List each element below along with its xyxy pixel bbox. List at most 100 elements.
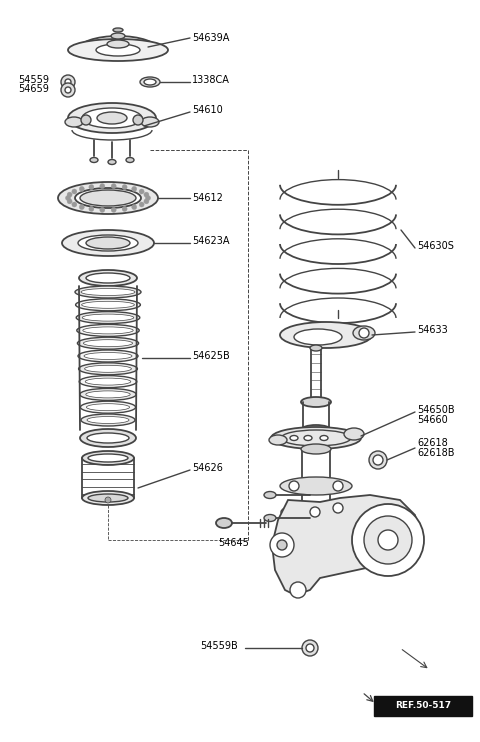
Ellipse shape [281,503,351,521]
Ellipse shape [84,352,132,360]
Ellipse shape [126,157,134,162]
Circle shape [144,192,149,197]
Circle shape [133,115,143,125]
Ellipse shape [81,289,135,295]
Text: 54659: 54659 [18,84,49,94]
Ellipse shape [82,301,134,308]
Circle shape [111,183,116,188]
Ellipse shape [269,435,287,445]
Circle shape [79,186,84,191]
Ellipse shape [271,427,361,449]
Text: 54625B: 54625B [192,351,230,361]
Circle shape [105,497,111,503]
Ellipse shape [75,299,140,311]
Text: 62618B: 62618B [417,448,455,458]
Circle shape [72,189,77,194]
Circle shape [310,507,320,517]
Ellipse shape [80,388,136,401]
Circle shape [306,644,314,652]
Ellipse shape [82,491,134,505]
Ellipse shape [58,182,158,214]
Ellipse shape [82,314,134,321]
Ellipse shape [310,345,322,351]
Circle shape [132,205,137,209]
Ellipse shape [86,404,130,411]
Ellipse shape [88,494,128,502]
Ellipse shape [86,391,130,398]
Ellipse shape [290,436,298,441]
Ellipse shape [82,451,134,465]
Ellipse shape [280,477,352,495]
Ellipse shape [77,337,139,349]
Circle shape [144,199,149,204]
Ellipse shape [84,340,132,347]
Ellipse shape [79,363,137,375]
Circle shape [364,516,412,564]
Ellipse shape [107,40,129,48]
Ellipse shape [96,44,140,56]
Circle shape [122,185,127,190]
Ellipse shape [281,430,351,446]
Text: 54633: 54633 [417,325,448,335]
Text: 1338CA: 1338CA [192,75,230,85]
Circle shape [352,504,424,576]
Ellipse shape [75,286,141,298]
Ellipse shape [80,429,136,447]
Circle shape [79,205,84,209]
Text: REF.50-517: REF.50-517 [395,701,451,711]
Ellipse shape [301,444,331,454]
Circle shape [302,640,318,656]
Circle shape [277,540,287,550]
Text: 54660: 54660 [417,415,448,425]
Circle shape [122,206,127,211]
Circle shape [289,507,299,517]
Ellipse shape [76,312,140,324]
Circle shape [359,328,369,338]
Ellipse shape [88,454,128,462]
Text: 54650B: 54650B [417,405,455,415]
Circle shape [378,530,398,550]
Circle shape [67,199,72,204]
Ellipse shape [320,436,328,441]
Circle shape [111,207,116,212]
Text: 54610: 54610 [192,105,223,115]
Circle shape [333,481,343,491]
Circle shape [289,481,299,491]
Ellipse shape [68,103,156,133]
Circle shape [61,83,75,97]
Circle shape [67,192,72,197]
Ellipse shape [264,491,276,499]
Circle shape [81,115,91,125]
Circle shape [61,75,75,89]
Ellipse shape [77,324,139,336]
Ellipse shape [141,117,159,127]
Ellipse shape [87,416,129,424]
Ellipse shape [304,436,312,441]
Text: 54612: 54612 [192,193,223,203]
Ellipse shape [78,235,138,251]
Ellipse shape [301,506,331,516]
Circle shape [290,582,306,598]
Text: 54630S: 54630S [417,241,454,251]
Ellipse shape [140,77,160,87]
Ellipse shape [108,160,116,165]
Circle shape [65,87,71,93]
Circle shape [132,186,137,191]
Ellipse shape [97,112,127,124]
FancyBboxPatch shape [374,696,472,716]
Circle shape [145,195,151,200]
Circle shape [72,202,77,207]
Circle shape [100,183,105,188]
Ellipse shape [144,79,156,85]
Ellipse shape [86,273,130,283]
Text: 62618: 62618 [417,438,448,448]
Ellipse shape [75,188,141,208]
Text: 54559B: 54559B [200,641,238,651]
Circle shape [89,206,94,211]
Text: 54645: 54645 [218,538,249,548]
Text: 54626: 54626 [192,463,223,473]
Ellipse shape [113,28,123,32]
Circle shape [89,185,94,190]
Ellipse shape [111,33,125,39]
Ellipse shape [264,514,276,522]
